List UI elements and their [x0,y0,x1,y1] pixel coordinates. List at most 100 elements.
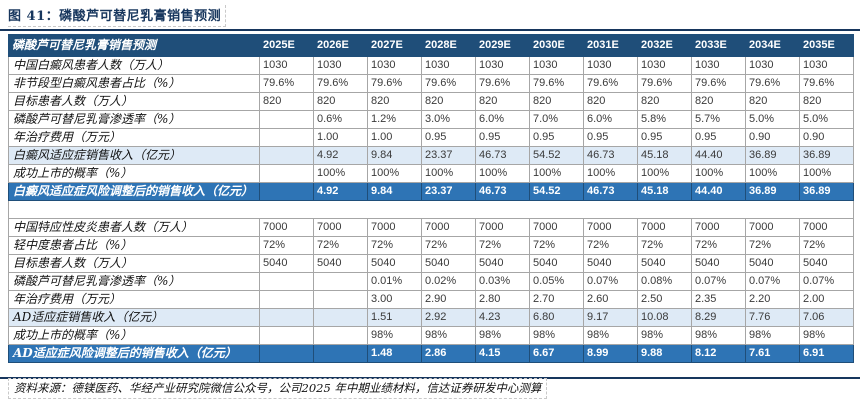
table-cell [313,326,368,345]
table-cell: 44.40 [691,182,746,201]
table-cell: 0.90 [745,128,800,147]
sales-forecast-table: 磷酸芦可替尼乳膏销售预测 2025E 2026E 2027E 2028E 2029E 20… [8,34,854,363]
table-cell: 8.12 [691,344,746,363]
table-cell: 1030 [421,56,476,75]
table-row: 成功上市的概率（%） 100% 100% 100% 100% 100% 100% 100% 10… [8,164,854,183]
table-row: 年治疗费用（万元） 1.00 1.00 0.95 0.95 0.95 0.95 0.95 0.9… [8,128,854,147]
table-cell: 98% [637,326,692,345]
table-cell: 36.89 [745,182,800,201]
table-cell: 820 [799,92,854,111]
table-cell: 79.6% [529,74,584,93]
table-row: 目标患者人数（万人） 5040 5040 5040 5040 5040 5040 5040 50… [8,254,854,273]
table-cell: 7000 [475,218,530,237]
table-cell: 54.52 [529,182,584,201]
year-header: 2026E [313,34,368,57]
table-cell: 72% [691,236,746,255]
table-cell: 1030 [529,56,584,75]
table-cell: 36.89 [799,182,854,201]
table-cell: 820 [745,92,800,111]
table-cell: 6.0% [583,110,638,129]
table-cell: 6.91 [799,344,854,363]
table-cell: 36.89 [745,146,800,165]
year-header: 2027E [367,34,422,57]
table-cell: 0.03% [475,272,530,291]
source-note: 资料来源：德镁医药、华经产业研究院微信公众号，公司2025 年中期业绩材料，信达… [8,378,548,399]
table-cell: 7.0% [529,110,584,129]
year-header: 2033E [691,34,746,57]
table-cell: 46.73 [583,146,638,165]
table-cell [259,110,314,129]
table-cell: 7000 [259,218,314,237]
table-cell: 98% [691,326,746,345]
row-label: 白癜风适应症销售收入（亿元） [8,146,260,165]
table-cell: 7000 [313,218,368,237]
table-cell: 3.00 [367,290,422,309]
title-divider [0,29,860,31]
year-header: 2025E [259,34,314,57]
table-cell: 7000 [583,218,638,237]
table-cell: 100% [421,164,476,183]
table-cell: 820 [313,92,368,111]
table-cell: 0.95 [691,128,746,147]
table-cell: 100% [637,164,692,183]
table-cell: 98% [745,326,800,345]
table-cell: 2.35 [691,290,746,309]
table-cell: 5040 [745,254,800,273]
table-cell: 5040 [583,254,638,273]
table-cell: 2.60 [583,290,638,309]
table-cell: 9.88 [637,344,692,363]
table-cell: 0.95 [583,128,638,147]
table-row: AD适应症销售收入（亿元） 1.51 2.92 4.23 6.80 9.17 10.08 8.… [8,308,854,327]
table-cell: 72% [259,236,314,255]
table-cell: 5040 [799,254,854,273]
table-cell [259,290,314,309]
table-row: 白癜风适应症销售收入（亿元） 4.92 9.84 23.37 46.73 54.52 46.… [8,146,854,165]
table-cell: 44.40 [691,146,746,165]
row-label: 中国特应性皮炎患者人数（万人） [8,218,260,237]
table-header-title: 磷酸芦可替尼乳膏销售预测 [8,34,260,57]
table-cell: 7.61 [745,344,800,363]
table-cell: 23.37 [421,182,476,201]
table-cell: 79.6% [313,74,368,93]
table-cell: 0.05% [529,272,584,291]
table-row: 目标患者人数（万人） 820 820 820 820 820 820 820 820 820 820… [8,92,854,111]
table-cell [259,272,314,291]
table-cell: 7.76 [745,308,800,327]
table-cell: 5040 [529,254,584,273]
table-cell: 79.6% [583,74,638,93]
table-cell: 100% [475,164,530,183]
table-row: 磷酸芦可替尼乳膏渗透率（%） 0.01% 0.02% 0.03% 0.05% 0.07% 0… [8,272,854,291]
table-cell: 1030 [583,56,638,75]
table-cell: 1.48 [367,344,422,363]
table-cell: 7000 [799,218,854,237]
table-cell: 0.07% [745,272,800,291]
table-cell: 98% [475,326,530,345]
table-cell: 2.86 [421,344,476,363]
year-header: 2035E [799,34,854,57]
table-cell: 5040 [367,254,422,273]
table-cell: 820 [637,92,692,111]
table-cell: 2.80 [475,290,530,309]
table-cell: 2.70 [529,290,584,309]
spacer-cell [8,200,854,219]
table-cell: 79.6% [691,74,746,93]
row-label: 目标患者人数（万人） [8,92,260,111]
table-row: 中国白癜风患者人数（万人） 1030 1030 1030 1030 1030 1030 103… [8,56,854,75]
table-cell: 5040 [421,254,476,273]
table-cell: 0.95 [421,128,476,147]
table-cell: 1030 [313,56,368,75]
table-cell: 100% [745,164,800,183]
table-cell: 0.07% [691,272,746,291]
table-cell [313,290,368,309]
table-cell: 9.84 [367,182,422,201]
table-cell: 4.15 [475,344,530,363]
table-cell: 23.37 [421,146,476,165]
table-cell: 36.89 [799,146,854,165]
table-cell: 9.17 [583,308,638,327]
table-cell: 1030 [259,56,314,75]
table-cell: 46.73 [583,182,638,201]
table-cell: 72% [745,236,800,255]
table-cell: 79.6% [745,74,800,93]
row-label: 白癜风适应症风险调整后的销售收入（亿元） [8,182,260,201]
year-header: 2031E [583,34,638,57]
